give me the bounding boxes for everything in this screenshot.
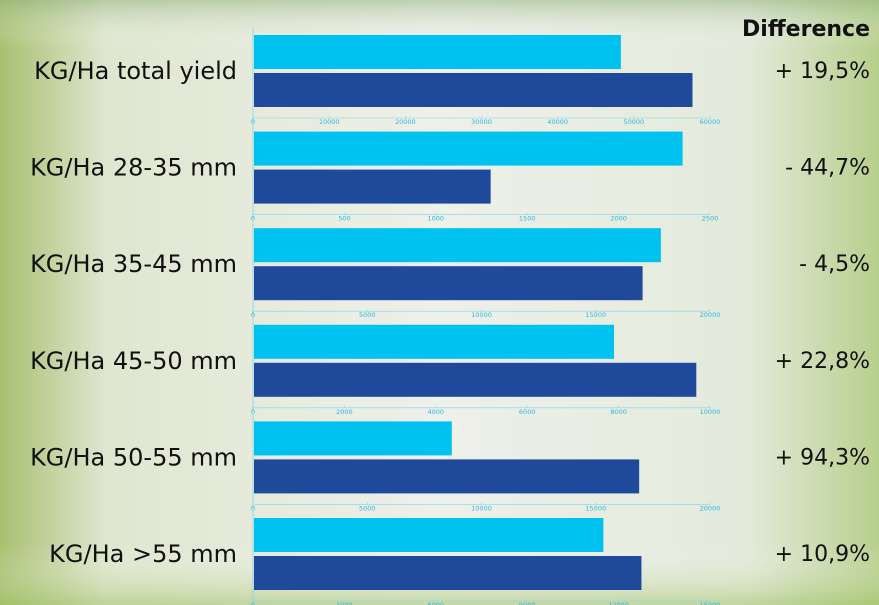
- bar: [254, 518, 604, 552]
- x-tick-label: 30000: [471, 118, 492, 126]
- difference-label: + 22,8%: [775, 349, 870, 374]
- x-tick-label: 5000: [359, 504, 376, 512]
- x-tick-label: 20000: [395, 118, 416, 126]
- x-tick-label: 0: [251, 504, 255, 512]
- x-tick-label: 3000: [336, 601, 353, 605]
- x-tick-label: 9000: [519, 601, 536, 605]
- x-tick-label: 0: [251, 408, 255, 416]
- difference-label: - 44,7%: [785, 156, 870, 181]
- bar: [254, 73, 693, 107]
- x-tick-label: 0: [251, 311, 255, 319]
- x-tick-label: 12000: [608, 601, 629, 605]
- category-label: KG/Ha 35-45 mm: [30, 250, 237, 278]
- x-tick-label: 40000: [547, 118, 568, 126]
- difference-label: + 94,3%: [775, 445, 870, 470]
- bar: [254, 362, 697, 397]
- category-label: KG/Ha 45-50 mm: [30, 347, 237, 375]
- bar: [254, 421, 452, 456]
- category-label: KG/Ha >55 mm: [49, 540, 237, 568]
- x-tick-label: 2500: [702, 215, 719, 223]
- x-tick-label: 5000: [359, 311, 376, 319]
- x-tick-label: 6000: [428, 601, 445, 605]
- x-tick-label: 8000: [610, 408, 627, 416]
- bar: [254, 459, 640, 494]
- bar: [254, 556, 642, 590]
- difference-label: + 10,9%: [775, 542, 870, 567]
- category-label: KG/Ha total yield: [34, 57, 237, 85]
- category-label: KG/Ha 28-35 mm: [30, 154, 237, 182]
- difference-label: - 4,5%: [799, 252, 870, 277]
- x-tick-label: 1000: [428, 215, 445, 223]
- x-tick-label: 0: [251, 215, 255, 223]
- x-tick-label: 10000: [471, 311, 492, 319]
- x-tick-label: 1500: [519, 215, 536, 223]
- bar: [254, 324, 615, 359]
- x-tick-label: 0: [251, 601, 255, 605]
- x-tick-label: 15000: [700, 601, 721, 605]
- x-tick-label: 20000: [700, 311, 721, 319]
- x-tick-label: 10000: [471, 504, 492, 512]
- x-tick-label: 2000: [610, 215, 627, 223]
- x-tick-label: 2000: [336, 408, 353, 416]
- category-label: KG/Ha 50-55 mm: [30, 443, 237, 471]
- bar: [254, 35, 621, 69]
- x-tick-label: 15000: [585, 504, 606, 512]
- x-tick-label: 4000: [428, 408, 445, 416]
- x-tick-label: 10000: [700, 408, 721, 416]
- x-tick-label: 10000: [319, 118, 340, 126]
- bar: [254, 169, 491, 204]
- x-tick-label: 6000: [519, 408, 536, 416]
- column-title: Difference: [742, 17, 870, 42]
- bar: [254, 228, 661, 263]
- bar: [254, 131, 683, 166]
- x-tick-label: 0: [251, 118, 255, 126]
- x-tick-label: 50000: [623, 118, 644, 126]
- x-tick-label: 20000: [700, 504, 721, 512]
- x-tick-label: 60000: [700, 118, 721, 126]
- bar: [254, 266, 643, 301]
- x-tick-label: 15000: [585, 311, 606, 319]
- x-tick-label: 500: [338, 215, 350, 223]
- difference-label: + 19,5%: [775, 59, 870, 84]
